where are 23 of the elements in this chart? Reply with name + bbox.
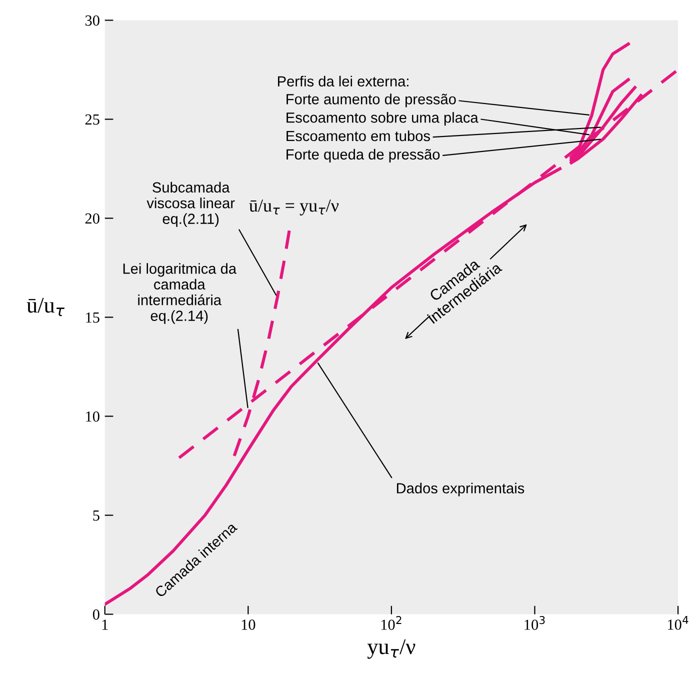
annotation: Perfis da lei externa:	[278, 76, 408, 87]
y-tick-label: 15	[86, 312, 100, 323]
x-tick-label: 10	[242, 620, 256, 630]
text: Forte queda de pressão	[286, 148, 440, 162]
y-axis-title: ū/u$_{τ}$	[26, 298, 65, 316]
y-tick-label: 30	[85, 15, 100, 26]
x-axis-title: yu$_{τ}$/ν	[367, 639, 416, 659]
text: Forte aumento de pressão	[286, 94, 456, 108]
y-tick-label: 25	[85, 114, 100, 125]
y-tick-label: 10	[86, 411, 100, 422]
y-tick-label: 20	[85, 213, 100, 224]
annotation: Lei logaritmica da camada intermediária eq.(2.14)	[123, 263, 237, 324]
x-tick-label: 10$^{4}$	[668, 616, 688, 630]
y-tick-label: 5	[93, 510, 100, 521]
annotation: Subcamada viscosa linear eq.(2.11)	[146, 182, 235, 227]
annotation: ū/u$_{τ}$ = yu$_{τ}$/ν	[249, 200, 339, 216]
x-tick-label: 1	[102, 620, 108, 630]
x-tick-label: 10$^{2}$	[381, 616, 402, 630]
x-tick-label: 10$^{3}$	[524, 616, 545, 630]
text: Escoamento em tubos	[286, 130, 430, 142]
y-tick-label: 0	[92, 609, 100, 620]
annotation: Dados exprimentais	[396, 482, 524, 496]
text: Escoamento sobre uma placa	[286, 112, 478, 126]
